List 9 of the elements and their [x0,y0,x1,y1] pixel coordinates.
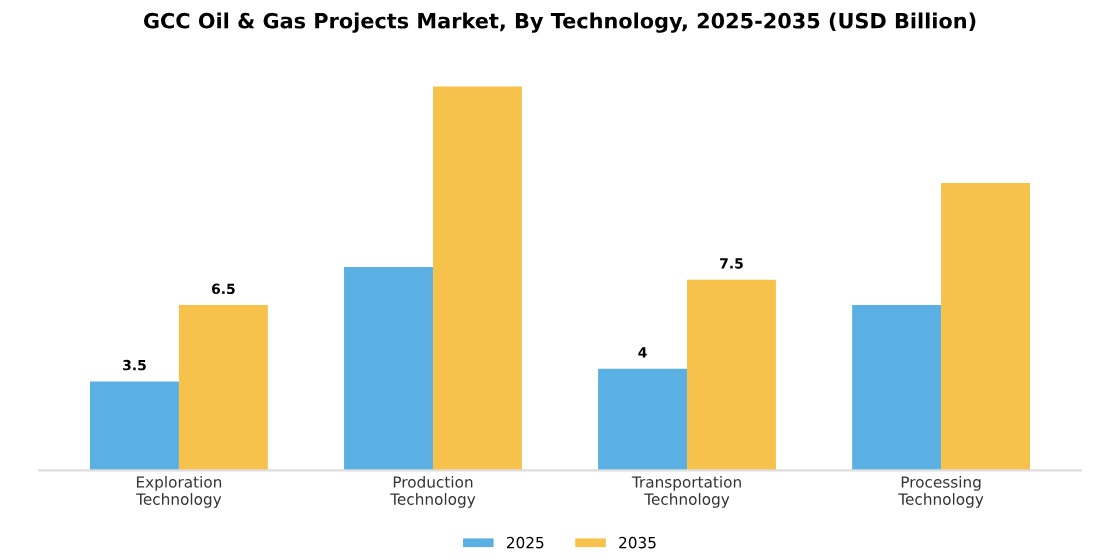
bar [941,183,1030,471]
bar [852,305,942,471]
bar [90,381,179,471]
chart-title: GCC Oil & Gas Projects Market, By Technology, 2025-2035 (USD Billion) [143,12,976,33]
bar [687,279,776,471]
bar [432,86,522,471]
bar [178,305,268,471]
bar [344,266,433,471]
bar [598,368,688,471]
